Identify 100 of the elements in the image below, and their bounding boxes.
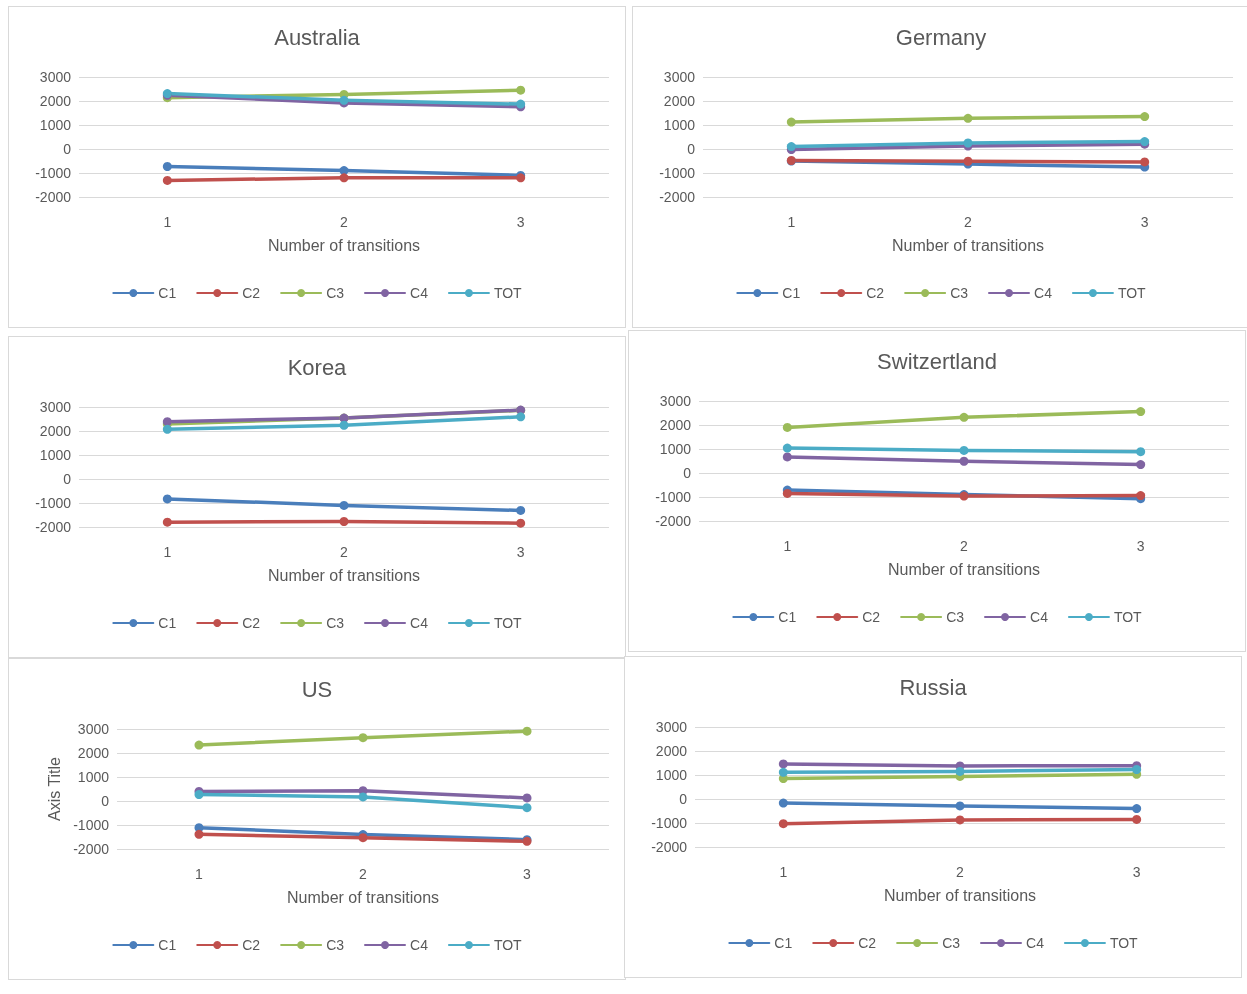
legend-label: C2 <box>242 937 261 953</box>
x-axis-title: Number of transitions <box>267 566 421 584</box>
point <box>1140 157 1150 167</box>
point <box>1140 112 1150 122</box>
x-tick-label: 3 <box>1140 214 1149 230</box>
point <box>162 424 172 434</box>
point <box>959 412 969 422</box>
legend-label: C3 <box>950 285 969 301</box>
legend-label: C4 <box>410 615 429 631</box>
point <box>778 819 788 829</box>
point <box>782 452 792 462</box>
y-tick-label: 3000 <box>39 69 72 85</box>
y-tick-label: -1000 <box>659 165 696 181</box>
y-tick-label: 2000 <box>39 423 72 439</box>
x-tick-label: 3 <box>1136 538 1145 554</box>
point <box>959 445 969 455</box>
point <box>782 443 792 453</box>
y-tick-label: 3000 <box>655 719 688 735</box>
point <box>955 815 965 825</box>
x-tick-label: 1 <box>779 864 788 880</box>
chart-title: Australia <box>274 24 361 50</box>
legend-label: C4 <box>1026 935 1045 951</box>
legend-label: C1 <box>158 937 177 953</box>
legend-label: C3 <box>326 615 345 631</box>
point <box>194 829 204 839</box>
y-tick-label: -2000 <box>35 189 72 205</box>
y-tick-label: 0 <box>687 141 696 157</box>
chart-title: Switzertland <box>877 348 997 374</box>
point <box>516 505 526 515</box>
chart-title: US <box>301 676 333 702</box>
point <box>339 500 349 510</box>
point <box>522 803 532 813</box>
legend-label: C4 <box>410 937 429 953</box>
point <box>786 117 796 127</box>
y-tick-label: 1000 <box>77 769 110 785</box>
x-tick-label: 3 <box>516 214 525 230</box>
y-tick-label: -2000 <box>655 513 692 529</box>
y-tick-label: 1000 <box>655 767 688 783</box>
legend-label: C2 <box>242 285 261 301</box>
legend-label: C4 <box>1030 609 1049 625</box>
legend-label: C1 <box>158 615 177 631</box>
legend-label: C2 <box>866 285 885 301</box>
point <box>194 790 204 800</box>
y-tick-label: -1000 <box>35 495 72 511</box>
point <box>516 85 526 95</box>
y-tick-label: 2000 <box>655 743 688 759</box>
y-tick-label: 0 <box>101 793 110 809</box>
legend-label: C3 <box>946 609 965 625</box>
point <box>162 162 172 172</box>
y-tick-label: 1000 <box>659 441 692 457</box>
point <box>339 516 349 526</box>
legend-label: TOT <box>493 937 523 953</box>
point <box>162 175 172 185</box>
x-axis-title: Number of transitions <box>286 888 440 906</box>
legend-label: C1 <box>782 285 801 301</box>
y-tick-label: -2000 <box>659 189 696 205</box>
x-tick-label: 2 <box>964 214 973 230</box>
x-tick-label: 1 <box>787 214 796 230</box>
y-tick-label: 2000 <box>659 417 692 433</box>
point <box>1132 804 1142 814</box>
legend-label: C2 <box>862 609 881 625</box>
legend-label: C3 <box>942 935 961 951</box>
y-tick-label: 1000 <box>663 117 696 133</box>
x-tick-label: 3 <box>523 866 532 882</box>
legend-label: C3 <box>326 285 345 301</box>
legend-label: C3 <box>326 937 345 953</box>
x-tick-label: 1 <box>163 544 172 560</box>
legend-label: TOT <box>493 615 523 631</box>
x-tick-label: 1 <box>783 538 792 554</box>
point <box>358 792 368 802</box>
x-tick-label: 2 <box>960 538 969 554</box>
y-tick-label: -2000 <box>651 839 688 855</box>
x-tick-label: 1 <box>163 214 172 230</box>
legend-label: C1 <box>774 935 793 951</box>
x-tick-label: 2 <box>340 544 349 560</box>
point <box>778 767 788 777</box>
legend-label: C2 <box>242 615 261 631</box>
point <box>1136 460 1146 470</box>
point <box>955 766 965 776</box>
chart-title: Russia <box>899 674 968 700</box>
y-tick-label: -2000 <box>73 841 110 857</box>
point <box>1136 407 1146 417</box>
y-tick-label: 3000 <box>39 399 72 415</box>
point <box>782 422 792 432</box>
point <box>963 113 973 123</box>
point <box>162 494 172 504</box>
point <box>516 518 526 528</box>
y-tick-label: -1000 <box>651 815 688 831</box>
chart-title: Germany <box>895 24 987 50</box>
point <box>522 726 532 736</box>
y-tick-label: 0 <box>679 791 688 807</box>
y-tick-label: 0 <box>63 471 72 487</box>
y-tick-label: 0 <box>683 465 692 481</box>
point <box>194 740 204 750</box>
y-tick-label: 2000 <box>39 93 72 109</box>
point <box>778 798 788 808</box>
point <box>358 733 368 743</box>
y-tick-label: 3000 <box>663 69 696 85</box>
x-tick-label: 3 <box>1132 864 1141 880</box>
legend-label: TOT <box>1117 285 1147 301</box>
